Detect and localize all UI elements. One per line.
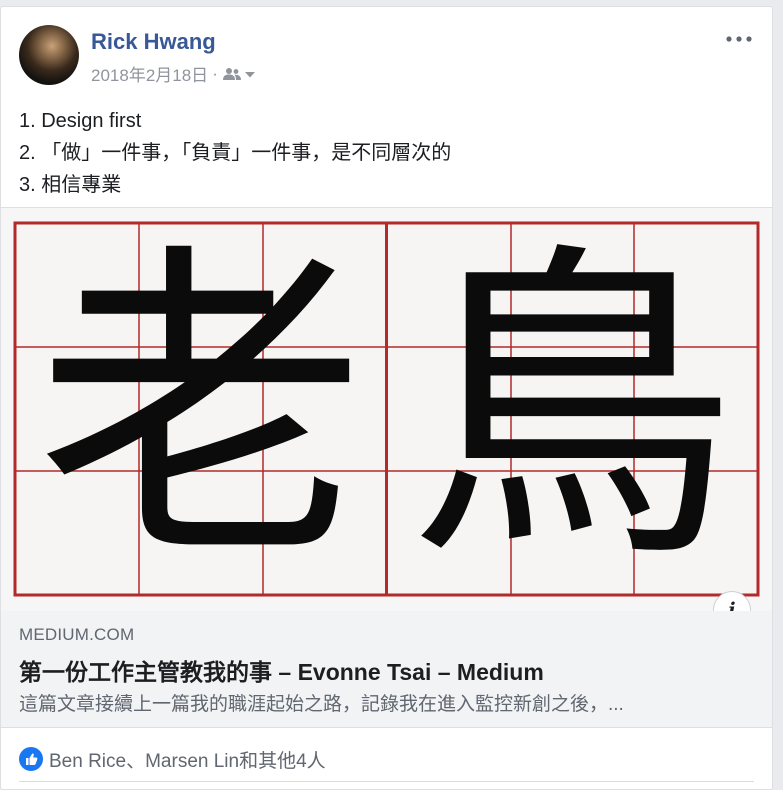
post-line: 2. 「做」一件事，「負責」一件事，是不同層次的 [19, 142, 452, 164]
post-line: 1. Design first [19, 110, 142, 132]
reactions-summary[interactable]: Ben Rice、Marsen Lin和其他4人 [19, 744, 754, 774]
link-preview-card[interactable]: 老 鳥 i MEDIUM.COM 第一份工作主管教我的事 – Evonne Ts… [1, 207, 772, 728]
character-grid-image: 老 鳥 [1, 208, 772, 611]
post-card: Rick Hwang 2018年2月18日 · 1. Design first … [0, 6, 773, 790]
link-domain: MEDIUM.COM [19, 625, 135, 644]
post-line: 3. 相信專業 [19, 174, 122, 196]
friends-icon[interactable] [222, 67, 242, 81]
avatar[interactable] [19, 25, 79, 85]
post-timestamp[interactable]: 2018年2月18日 [91, 66, 209, 85]
like-icon [19, 747, 43, 771]
author-name-link[interactable]: Rick Hwang [91, 29, 216, 54]
post-meta: 2018年2月18日 · [91, 61, 256, 86]
link-title[interactable]: 第一份工作主管教我的事 – Evonne Tsai – Medium [19, 659, 544, 685]
link-preview-meta[interactable]: MEDIUM.COM 第一份工作主管教我的事 – Evonne Tsai – M… [1, 611, 772, 727]
more-options-icon[interactable] [724, 29, 754, 49]
link-description: 這篇文章接續上一篇我的職涯起始之路，記錄我在進入監控新創之後，... [19, 694, 624, 715]
image-character: 老 [36, 217, 366, 601]
meta-separator: · [212, 63, 218, 83]
reactions-names[interactable]: Ben Rice、Marsen Lin和其他4人 [49, 750, 326, 772]
post-body: 1. Design first 2. 「做」一件事，「負責」一件事，是不同層次的… [19, 105, 754, 201]
post-header: Rick Hwang 2018年2月18日 · [19, 25, 754, 87]
caret-down-icon[interactable] [244, 68, 256, 80]
link-preview-image[interactable]: 老 鳥 [1, 208, 772, 611]
divider [19, 781, 754, 782]
image-character: 鳥 [407, 217, 737, 601]
